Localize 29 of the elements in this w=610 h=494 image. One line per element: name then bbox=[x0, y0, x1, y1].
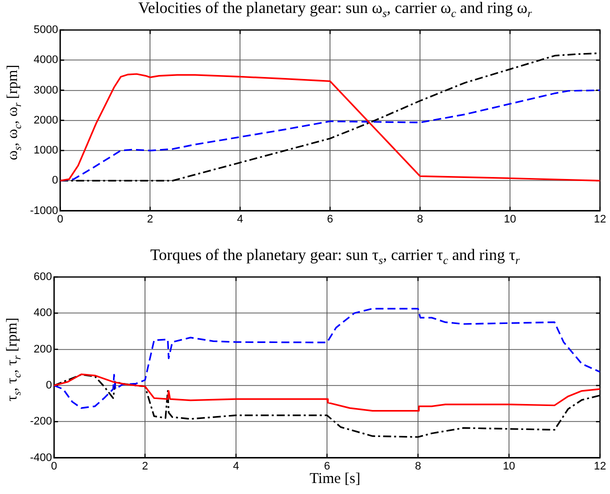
x-tick-label: 8 bbox=[416, 213, 424, 226]
y-tick-label: 2000 bbox=[34, 114, 58, 126]
y-tick-label: -200 bbox=[30, 416, 52, 428]
x-tick-label: 6 bbox=[327, 213, 334, 226]
x-tick-label: 4 bbox=[237, 213, 244, 226]
y-tick-label: 3000 bbox=[34, 84, 58, 96]
x-tick-label: 12 bbox=[594, 213, 606, 226]
y-tick-label: 200 bbox=[34, 343, 52, 356]
y-tick-label: 600 bbox=[34, 271, 52, 284]
y-tick-label: 0 bbox=[52, 174, 58, 187]
line-series bbox=[54, 308, 600, 409]
x-tick-label: 10 bbox=[504, 213, 516, 226]
y-tick-label: 5000 bbox=[34, 24, 58, 36]
y-tick-label: 1000 bbox=[34, 144, 58, 157]
x-tick-label: 6 bbox=[324, 460, 330, 472]
y-tick-label: 400 bbox=[34, 307, 52, 320]
chart-title: Torques of the planetary gear: sun τ$_{s}$, carrier τ$_{c}$ and ring τ$_{r}$ bbox=[149, 247, 521, 268]
x-tick-label: 8 bbox=[414, 460, 422, 472]
y-tick-label: -1000 bbox=[30, 204, 58, 217]
x-tick-label: 4 bbox=[232, 460, 240, 472]
chart-title: Velocities of the planetary gear: sun ω$_{s}$, carrier ω$_{c}$ and ring ω$_{r}$ bbox=[137, 0, 533, 20]
x-axis-title: Time [s] bbox=[308, 471, 362, 488]
x-tick-label: 10 bbox=[502, 460, 516, 472]
y-tick-label: 0 bbox=[46, 380, 52, 392]
x-tick-label: 2 bbox=[142, 460, 148, 472]
y-tick-label: 4000 bbox=[34, 54, 58, 66]
x-tick-label: 12 bbox=[594, 460, 606, 472]
y-tick-label: -400 bbox=[30, 452, 52, 464]
x-tick-label: 2 bbox=[147, 213, 154, 226]
